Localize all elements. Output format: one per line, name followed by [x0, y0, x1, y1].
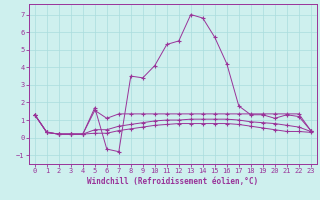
X-axis label: Windchill (Refroidissement éolien,°C): Windchill (Refroidissement éolien,°C) [87, 177, 258, 186]
